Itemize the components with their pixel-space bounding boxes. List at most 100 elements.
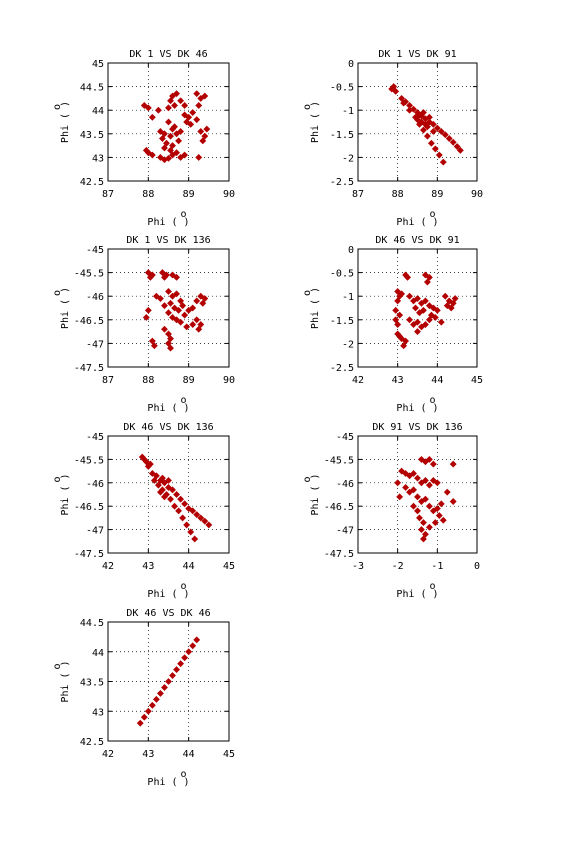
data-point [444,489,450,495]
x-axis-unit: o [429,209,435,220]
x-axis-unit: o [180,581,186,592]
data-point [415,494,421,500]
data-point [426,524,432,530]
y-axis-unit: o [52,104,63,110]
y-tick-label: -45.5 [74,455,104,466]
y-tick-label: -2 [342,339,354,350]
y-axis-label-group: Phi ( )o [52,287,71,329]
y-axis-label-group: Phi ( )o [302,101,321,143]
x-tick-label: 43 [142,749,154,760]
data-point [206,522,212,528]
x-tick-label: -3 [352,561,364,572]
data-point [194,317,200,323]
data-point [145,708,151,714]
data-point [145,307,151,313]
y-tick-label: -1.5 [330,130,354,141]
y-tick-label: -47 [86,526,104,537]
data-point [176,508,182,514]
y-tick-label: -0.5 [330,83,354,94]
y-tick-label: 44 [92,648,104,659]
x-tick-label: 45 [223,749,235,760]
y-axis-label-group: Phi ( )o [302,287,321,329]
data-point [196,102,202,108]
data-point [418,527,424,533]
y-tick-label: 44.5 [80,618,104,629]
data-point [166,288,172,294]
scatter-panel-5: 42 43 44 45 -47.5 -47 -46.5 -46 -45.5 -45 DK 46 VS… [52,422,235,600]
data-point [178,496,184,502]
data-point [442,293,448,299]
y-tick-label: 44 [92,106,104,117]
data-point [194,298,200,304]
y-tick-label: 0 [348,59,354,70]
y-tick-label: -46 [86,292,104,303]
y-tick-label: 0 [348,245,354,256]
data-point [436,513,442,519]
y-tick-label: -46.5 [74,316,104,327]
x-tick-label: 87 [102,189,114,200]
x-tick-label: 0 [474,561,480,572]
y-tick-label: -1 [342,106,354,117]
data-point [428,140,434,146]
data-point [172,102,178,108]
chart-title: DK 1 VS DK 91 [378,49,456,60]
y-tick-label: -45 [86,432,104,443]
y-axis-label-group: Phi ( )o [52,660,71,702]
data-point [415,475,421,481]
chart-title: DK 46 VS DK 136 [123,422,213,433]
scatter-panel-2: 87 88 89 90-2.5-2-1.5-1-0.50DK 1 VS DK 91Ph… [302,49,483,228]
data-point [194,117,200,123]
y-axis-label-group: Phi ( )o [302,473,321,515]
x-tick-label: 43 [142,561,154,572]
x-tick-label: 88 [142,375,154,386]
data-point [450,499,456,505]
data-point [157,690,163,696]
data-point [415,508,421,514]
data-point [198,128,204,134]
y-tick-label: -1.5 [330,316,354,327]
x-tick-label: 88 [392,189,404,200]
x-tick-label: 87 [102,375,114,386]
data-point [420,520,426,526]
data-point [190,643,196,649]
y-tick-label: -47 [86,339,104,350]
data-point [416,515,422,521]
x-tick-label: 42 [102,561,114,572]
y-axis-unit: o [52,663,63,669]
data-point [161,326,167,332]
y-axis-unit: o [302,476,313,482]
data-point [170,673,176,679]
y-tick-label: 43 [92,707,104,718]
data-point [190,110,196,116]
y-tick-label: -45.5 [74,269,104,280]
data-point [184,522,190,528]
data-point [426,482,432,488]
data-point [137,720,143,726]
scatter-panel-7: 42 43 44 4542.54343.54444.5DK 46 VS DK 46Ph… [52,608,235,788]
data-point [182,655,188,661]
y-tick-label: -2 [342,153,354,164]
data-point [440,159,446,165]
y-axis-unit: o [302,290,313,296]
scatter-panel-6: -3 -2 -1 0-47.5-47-46.5-46-45.5-45DK 91 VS … [302,422,480,600]
x-tick-label: 88 [142,189,154,200]
x-tick-label: -2 [392,561,404,572]
x-tick-label: 87 [352,189,364,200]
data-point [166,679,172,685]
y-tick-label: -45 [86,245,104,256]
data-point [430,461,436,467]
y-tick-label: 43.5 [80,130,104,141]
y-axis-unit: o [52,476,63,482]
y-tick-label: 43.5 [80,678,104,689]
y-axis-unit: o [302,104,313,110]
data-point [178,98,184,104]
y-tick-label: -0.5 [330,269,354,280]
data-point [204,126,210,132]
data-point [149,114,155,120]
chart-title: DK 91 VS DK 136 [372,422,462,433]
y-axis-unit: o [52,290,63,296]
y-tick-label: -46.5 [324,502,354,513]
data-point [161,303,167,309]
